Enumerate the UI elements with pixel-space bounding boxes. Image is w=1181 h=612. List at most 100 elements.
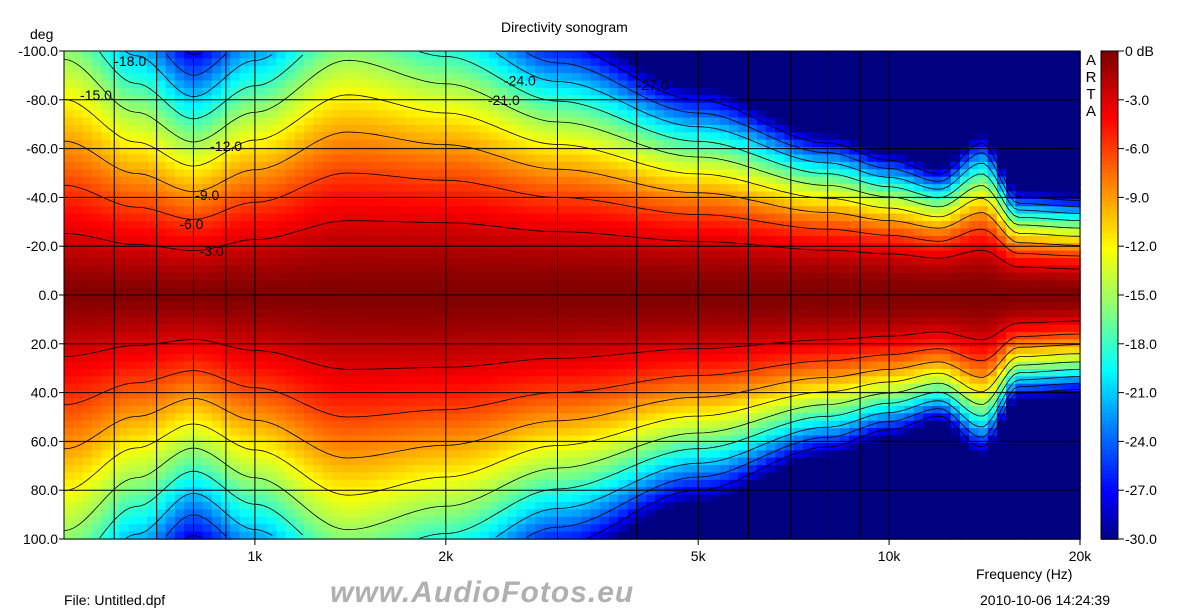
heatmap-cell: [285, 191, 296, 200]
heatmap-cell: [692, 317, 703, 326]
heatmap-cell: [535, 324, 546, 333]
heatmap-cell: [91, 317, 102, 326]
heatmap-cell: [285, 228, 296, 237]
heatmap-cell: [747, 442, 758, 452]
heatmap-cell: [239, 191, 250, 200]
heatmap-cell: [341, 221, 352, 230]
heatmap-cell: [82, 221, 93, 230]
heatmap-cell: [119, 413, 130, 422]
heatmap-cell: [424, 368, 435, 378]
heatmap-cell: [424, 479, 435, 489]
heatmap-cell: [294, 154, 305, 163]
heatmap-cell: [599, 420, 610, 429]
heatmap-cell: [341, 420, 352, 429]
heatmap-cell: [387, 58, 398, 67]
heatmap-cell: [202, 176, 213, 185]
heatmap-cell: [184, 450, 195, 459]
heatmap-cell: [396, 51, 407, 60]
heatmap-cell: [645, 191, 656, 200]
heatmap-cell: [488, 228, 499, 237]
heatmap-cell: [525, 176, 536, 185]
heatmap-cell: [267, 405, 278, 415]
heatmap-cell: [304, 51, 315, 60]
heatmap-cell: [756, 272, 767, 282]
heatmap-cell: [285, 465, 296, 474]
heatmap-cell: [128, 524, 139, 533]
heatmap-cell: [350, 309, 361, 318]
heatmap-cell: [267, 80, 278, 89]
heatmap-cell: [719, 124, 730, 134]
heatmap-cell: [535, 472, 546, 481]
heatmap-cell: [636, 132, 647, 141]
heatmap-cell: [738, 169, 749, 178]
heatmap-cell: [331, 161, 342, 171]
heatmap-cell: [692, 58, 703, 67]
heatmap-cell: [424, 465, 435, 474]
heatmap-cell: [91, 295, 102, 304]
heatmap-cell: [433, 184, 444, 193]
heatmap-cell: [525, 472, 536, 481]
heatmap-cell: [313, 287, 324, 296]
heatmap-cell: [442, 324, 453, 333]
heatmap-cell: [645, 139, 656, 148]
heatmap-cell: [719, 58, 730, 67]
heatmap-cell: [451, 457, 462, 466]
heatmap-cell: [701, 502, 712, 511]
heatmap-cell: [618, 132, 629, 141]
heatmap-cell: [488, 102, 499, 111]
heatmap-cell: [673, 147, 684, 156]
heatmap-cell: [294, 80, 305, 89]
heatmap-cell: [304, 450, 315, 459]
heatmap-cell: [710, 361, 721, 370]
heatmap-cell: [100, 206, 111, 215]
heatmap-cell: [230, 405, 241, 415]
heatmap-cell: [747, 354, 758, 363]
heatmap-cell: [562, 361, 573, 370]
heatmap-cell: [719, 272, 730, 282]
heatmap-cell: [572, 51, 583, 60]
heatmap-cell: [599, 295, 610, 304]
heatmap-cell: [230, 206, 241, 215]
heatmap-cell: [655, 398, 666, 407]
heatmap-cell: [645, 494, 656, 503]
heatmap-cell: [572, 405, 583, 415]
heatmap-cell: [267, 479, 278, 489]
heatmap-cell: [100, 110, 111, 119]
heatmap-cell: [73, 198, 84, 208]
heatmap-cell: [535, 147, 546, 156]
heatmap-cell: [368, 73, 379, 82]
heatmap-cell: [562, 302, 573, 311]
heatmap-cell: [682, 51, 693, 60]
heatmap-cell: [572, 324, 583, 333]
heatmap-cell: [664, 361, 675, 370]
heatmap-cell: [64, 405, 75, 415]
heatmap-cell: [137, 428, 148, 437]
heatmap-cell: [359, 420, 370, 429]
heatmap-cell: [756, 161, 767, 171]
heatmap-cell: [294, 361, 305, 370]
heatmap-cell: [673, 398, 684, 407]
heatmap-cell: [451, 184, 462, 193]
heatmap-cell: [451, 295, 462, 304]
heatmap-cell: [682, 176, 693, 185]
heatmap-cell: [100, 531, 111, 540]
heatmap-cell: [387, 524, 398, 533]
heatmap-cell: [719, 258, 730, 267]
heatmap-cell: [368, 243, 379, 252]
heatmap-cell: [137, 479, 148, 489]
heatmap-cell: [719, 198, 730, 208]
heatmap-cell: [618, 383, 629, 392]
heatmap-cell: [673, 472, 684, 481]
heatmap-cell: [451, 287, 462, 296]
heatmap-cell: [368, 435, 379, 444]
heatmap-cell: [211, 228, 222, 237]
heatmap-cell: [599, 494, 610, 503]
heatmap-cell: [165, 516, 176, 526]
heatmap-cell: [257, 428, 268, 437]
heatmap-cell: [451, 169, 462, 178]
heatmap-cell: [572, 221, 583, 230]
heatmap-cell: [507, 272, 518, 282]
heatmap-cell: [636, 391, 647, 400]
heatmap-cell: [285, 331, 296, 341]
heatmap-cell: [572, 243, 583, 252]
